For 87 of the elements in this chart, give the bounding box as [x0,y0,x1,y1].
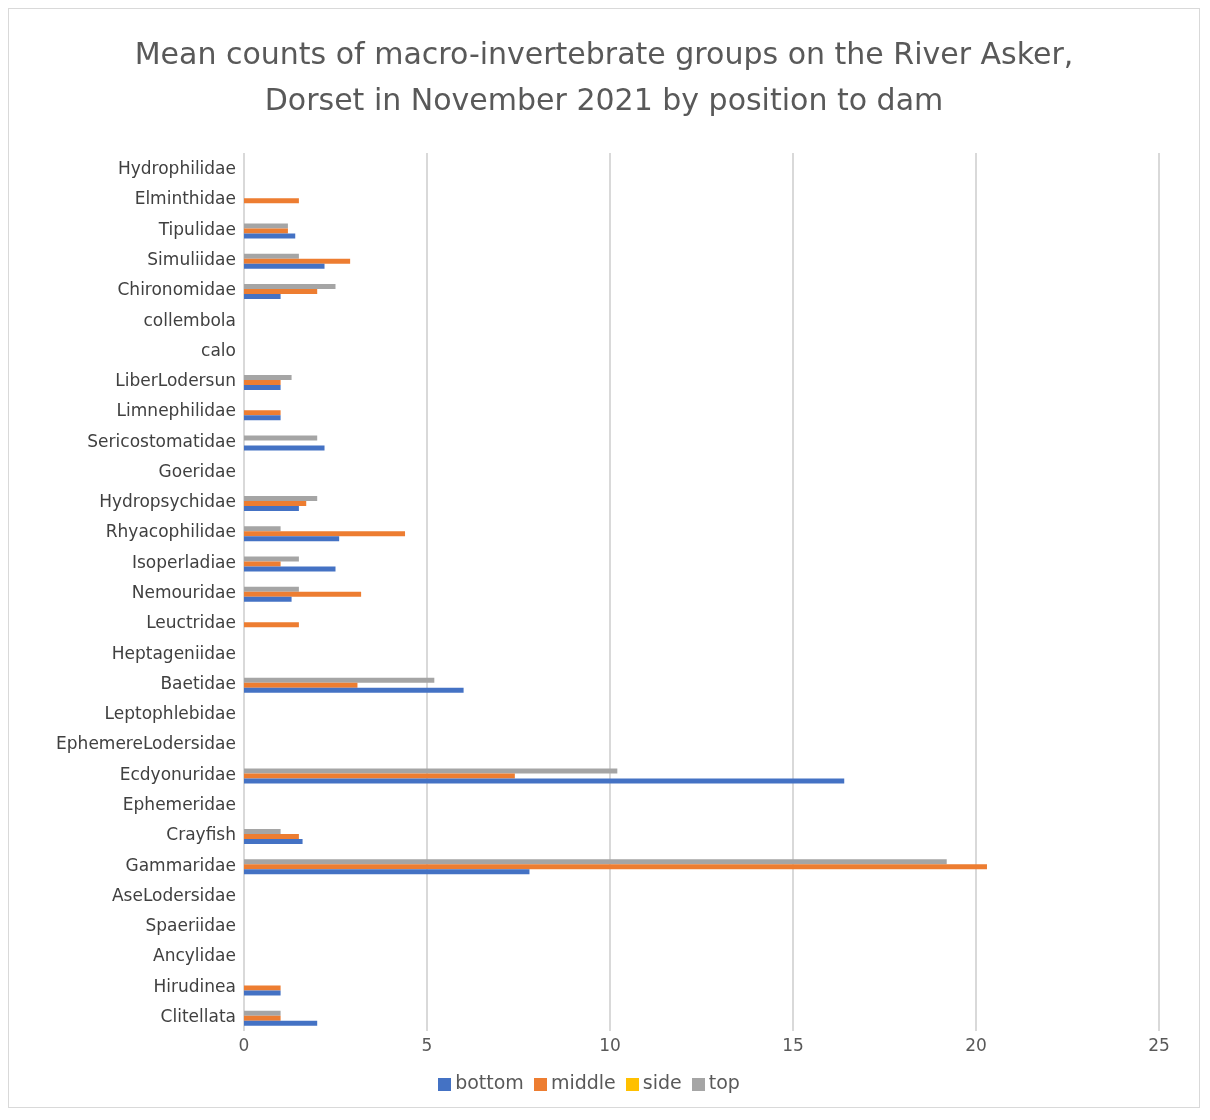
y-tick-label: Gammaridae [125,854,236,875]
bar [244,435,318,441]
bar [244,501,307,507]
x-tick-label: 0 [238,1035,250,1056]
y-tick-label: LiberLodersun [115,370,236,391]
bar [244,622,299,628]
bar [244,864,987,870]
bar [244,556,299,562]
bar [244,228,288,234]
bar [244,379,281,385]
bar [244,289,318,295]
y-tick-label: Hirudinea [153,975,236,996]
bar [244,839,303,845]
bar [244,859,947,865]
y-tick-label: collembola [143,309,236,330]
y-tick-label: Tipulidae [157,218,236,239]
y-tick-label: Elminthidae [134,188,236,209]
bar [244,284,336,290]
bar [244,198,299,204]
y-tick-label: Spaeriidae [145,915,236,936]
bar [244,566,336,572]
bar [244,586,299,592]
y-tick-label: EphemereLodersidae [56,733,236,754]
bar [244,591,362,597]
bar [244,1010,281,1016]
bar [244,768,618,774]
y-tick-label: Hydropsychidae [99,491,236,512]
bar [244,526,281,532]
y-tick-label: Ecdyonuridae [119,763,236,784]
bar [244,415,281,421]
bar [244,773,515,779]
bar [244,677,435,683]
legend-label: side [642,1071,682,1093]
legend-label: bottom [455,1071,524,1093]
bar [244,834,299,840]
bar [244,829,281,835]
bar [244,506,299,512]
x-tick-label: 5 [421,1035,433,1056]
y-tick-label: Simuliidae [147,249,236,269]
x-tick-label: 10 [599,1035,621,1056]
y-tick-label: AseLodersidae [111,884,236,905]
bar [244,253,299,259]
bar [244,374,292,380]
bar [244,990,281,996]
bar [244,536,340,542]
y-tick-label: Heptageniidae [111,642,236,663]
bar [244,1015,281,1021]
y-tick-label: calo [201,339,236,360]
bar [244,561,281,567]
bar [244,985,281,991]
x-tick-label: 20 [965,1035,987,1056]
x-tick-label: 25 [1148,1035,1170,1056]
y-tick-label: Rhyacophilidae [105,521,236,542]
y-tick-label: Leuctridae [146,612,236,633]
y-tick-label: Chironomidae [117,279,236,300]
y-tick-label: Limnephilidae [116,400,236,421]
y-tick-label: Goeridae [158,460,236,481]
bar [244,258,351,264]
y-tick-label: Baetidae [160,672,236,693]
bar [244,410,281,416]
bar [244,294,281,300]
y-tick-label: Sericostomatidae [87,430,236,451]
legend-label: top [708,1071,740,1093]
y-tick-label: Isoperladiae [131,551,236,572]
bar [244,263,325,269]
y-tick-label: Ephemeridae [122,793,236,814]
bar [244,778,845,784]
bar [244,596,292,602]
bar [244,445,325,451]
bar [244,682,358,688]
y-tick-label: Clitellata [160,1005,236,1026]
bar [244,384,281,390]
legend-label: middle [550,1071,616,1093]
chart-title: Mean counts of macro-invertebrate groups on the River Asker, Dorset in November 2021 by position to dam [133,35,1075,119]
y-tick-label: Crayfish [166,824,236,845]
bar [244,1020,318,1026]
y-tick-label: Ancylidae [153,945,236,966]
bar [244,233,296,239]
y-tick-label: Nemouridae [131,582,236,603]
y-tick-label: Leptophlebidae [104,703,236,724]
bar [244,869,530,875]
y-tick-label: Hydrophilidae [117,158,236,179]
bar [244,531,406,537]
bar [244,687,464,693]
bar [244,496,318,502]
bar [244,223,288,229]
x-tick-label: 15 [782,1035,804,1056]
